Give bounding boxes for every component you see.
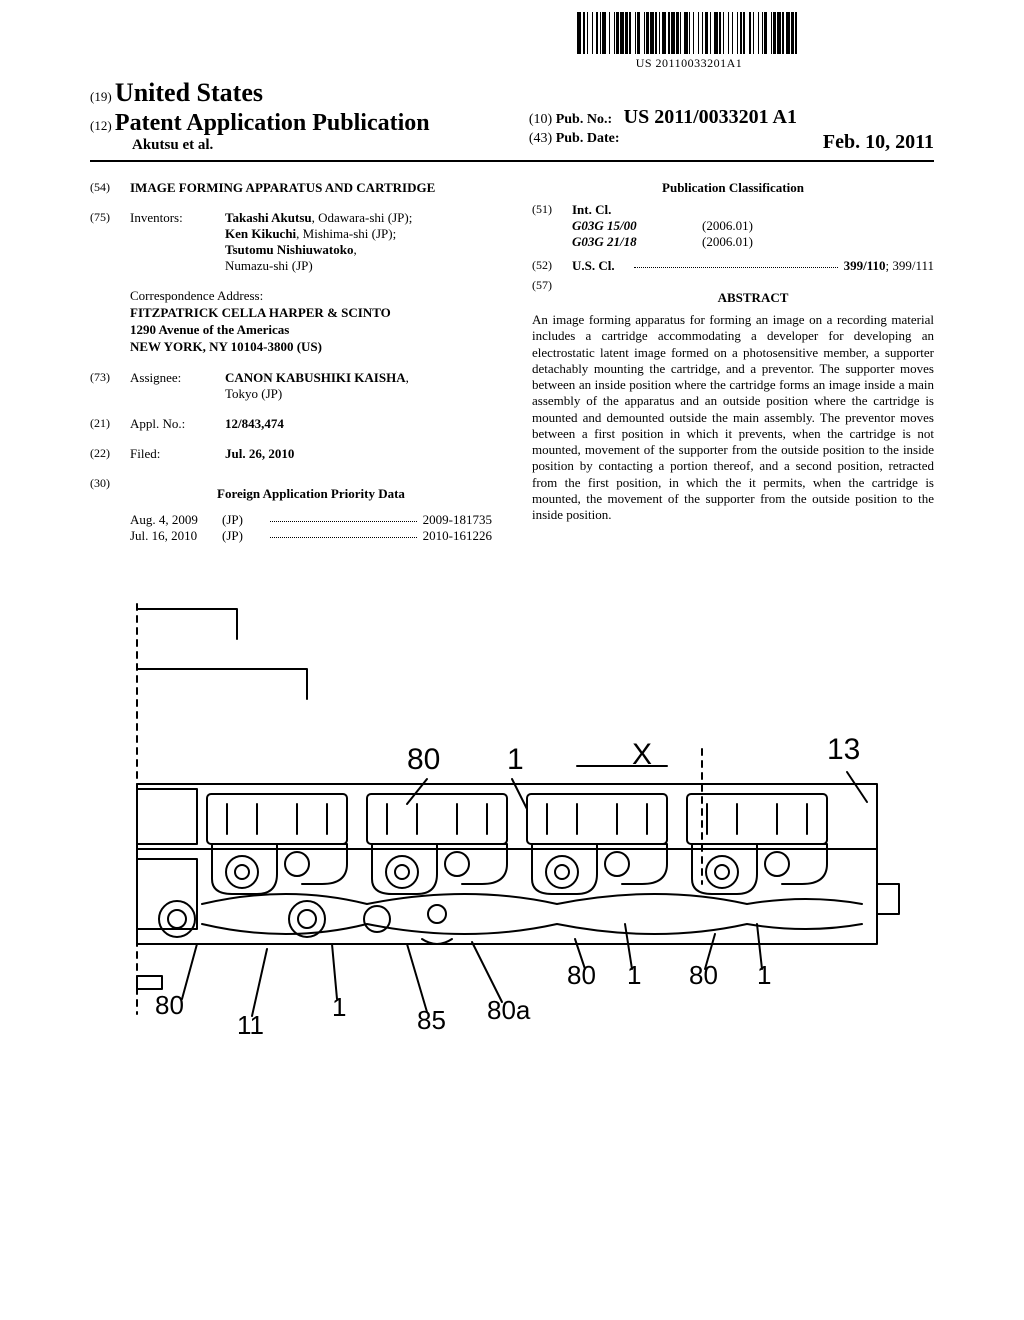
barcode-text: US 20110033201A1 [454, 56, 924, 71]
pubdate-lbl: Pub. Date: [556, 131, 620, 146]
uscl-primary: 399/110 [844, 258, 886, 273]
pubno-num: (10) [529, 112, 552, 127]
svg-text:80a: 80a [487, 995, 531, 1025]
svg-text:1: 1 [507, 743, 524, 776]
classification-hdr: Publication Classification [532, 180, 934, 196]
assignee-name: CANON KABUSHIKI KAISHA [225, 370, 406, 385]
pubno-val: US 2011/0033201 A1 [624, 106, 797, 128]
country-line: (19) United States [90, 78, 512, 108]
intcl-row: (51) Int. Cl. [532, 202, 934, 218]
right-column: Publication Classification (51) Int. Cl.… [532, 180, 934, 544]
assignee-loc: Tokyo (JP) [225, 386, 282, 401]
abstract-text: An image forming apparatus for forming a… [532, 312, 934, 523]
header-left: (19) United States (12) Patent Applicati… [90, 78, 512, 154]
patent-figure: 801X13801801801118580a [90, 584, 934, 1064]
uscl-lbl: U.S. Cl. [572, 258, 628, 274]
body-columns: (54) IMAGE FORMING APPARATUS AND CARTRID… [90, 180, 934, 544]
intcl-lbl: Int. Cl. [572, 202, 611, 218]
filed-num: (22) [90, 446, 130, 462]
country-name: United States [115, 78, 263, 107]
abstract-num: (57) [532, 278, 572, 306]
priority-num: (30) [90, 476, 130, 512]
pubno-line: (10) Pub. No.: US 2011/0033201 A1 [529, 106, 934, 129]
inventors-lbl: Inventors: [130, 210, 225, 274]
barcode-icon [454, 12, 924, 54]
uscl-val: 399/110; 399/111 [844, 258, 934, 274]
uscl-row: (52) U.S. Cl. 399/110; 399/111 [532, 258, 934, 274]
corr-lbl: Correspondence Address: [130, 288, 492, 305]
uscl-num: (52) [532, 258, 572, 274]
dots-icon [634, 258, 838, 268]
svg-text:13: 13 [827, 733, 860, 766]
invention-title: IMAGE FORMING APPARATUS AND CARTRIDGE [130, 180, 492, 196]
intcl-items: G03G 15/00(2006.01)G03G 21/18(2006.01) [532, 218, 934, 250]
correspondence-address: Correspondence Address: FITZPATRICK CELL… [130, 288, 492, 356]
applno-num: (21) [90, 416, 130, 432]
pubno-lbl: Pub. No.: [556, 112, 612, 127]
assignee-val: CANON KABUSHIKI KAISHA, Tokyo (JP) [225, 370, 492, 402]
abstract-hdr-row: (57) ABSTRACT [532, 278, 934, 306]
pubdate-line: (43) Pub. Date: Feb. 10, 2011 [529, 131, 934, 147]
inventors-list: Takashi Akutsu, Odawara-shi (JP);Ken Kik… [225, 210, 492, 274]
assignee-lbl: Assignee: [130, 370, 225, 402]
svg-text:80: 80 [155, 990, 184, 1020]
svg-text:80: 80 [567, 960, 596, 990]
uscl-secondary: ; 399/111 [885, 258, 934, 273]
patent-header: (19) United States (12) Patent Applicati… [90, 78, 934, 162]
priority-hdr: Foreign Application Priority Data [130, 486, 492, 502]
header-right: (10) Pub. No.: US 2011/0033201 A1 (43) P… [529, 106, 934, 154]
abstract-hdr: ABSTRACT [572, 290, 934, 306]
pub-type: Patent Application Publication [115, 110, 430, 136]
inventors-row: (75) Inventors: Takashi Akutsu, Odawara-… [90, 210, 492, 274]
svg-text:85: 85 [417, 1005, 446, 1035]
svg-text:1: 1 [332, 992, 346, 1022]
authors-line: Akutsu et al. [90, 137, 512, 154]
pub-num: (12) [90, 118, 112, 133]
corr-lines: FITZPATRICK CELLA HARPER & SCINTO1290 Av… [130, 305, 492, 356]
svg-text:1: 1 [757, 960, 771, 990]
filed-val: Jul. 26, 2010 [225, 446, 492, 462]
priority-rows: Aug. 4, 2009(JP)2009-181735Jul. 16, 2010… [90, 512, 492, 544]
left-column: (54) IMAGE FORMING APPARATUS AND CARTRID… [90, 180, 492, 544]
filed-row: (22) Filed: Jul. 26, 2010 [90, 446, 492, 462]
applno-val: 12/843,474 [225, 416, 492, 432]
assignee-row: (73) Assignee: CANON KABUSHIKI KAISHA, T… [90, 370, 492, 402]
barcode-block: US 20110033201A1 [454, 12, 924, 71]
pubdate-num: (43) [529, 131, 552, 146]
pubdate-val: Feb. 10, 2011 [823, 131, 934, 154]
filed-lbl: Filed: [130, 446, 225, 462]
applno-row: (21) Appl. No.: 12/843,474 [90, 416, 492, 432]
title-row: (54) IMAGE FORMING APPARATUS AND CARTRID… [90, 180, 492, 196]
svg-text:80: 80 [407, 743, 440, 776]
inventors-num: (75) [90, 210, 130, 274]
country-num: (19) [90, 89, 112, 104]
svg-text:11: 11 [237, 1010, 264, 1040]
applno-lbl: Appl. No.: [130, 416, 225, 432]
svg-text:80: 80 [689, 960, 718, 990]
figure-svg: 801X13801801801118580a [107, 584, 917, 1064]
priority-section: (30) Foreign Application Priority Data A… [90, 476, 492, 544]
intcl-num: (51) [532, 202, 572, 218]
assignee-num: (73) [90, 370, 130, 402]
svg-text:1: 1 [627, 960, 641, 990]
title-num: (54) [90, 180, 130, 196]
pub-type-line: (12) Patent Application Publication [90, 110, 512, 137]
svg-text:X: X [632, 738, 652, 771]
